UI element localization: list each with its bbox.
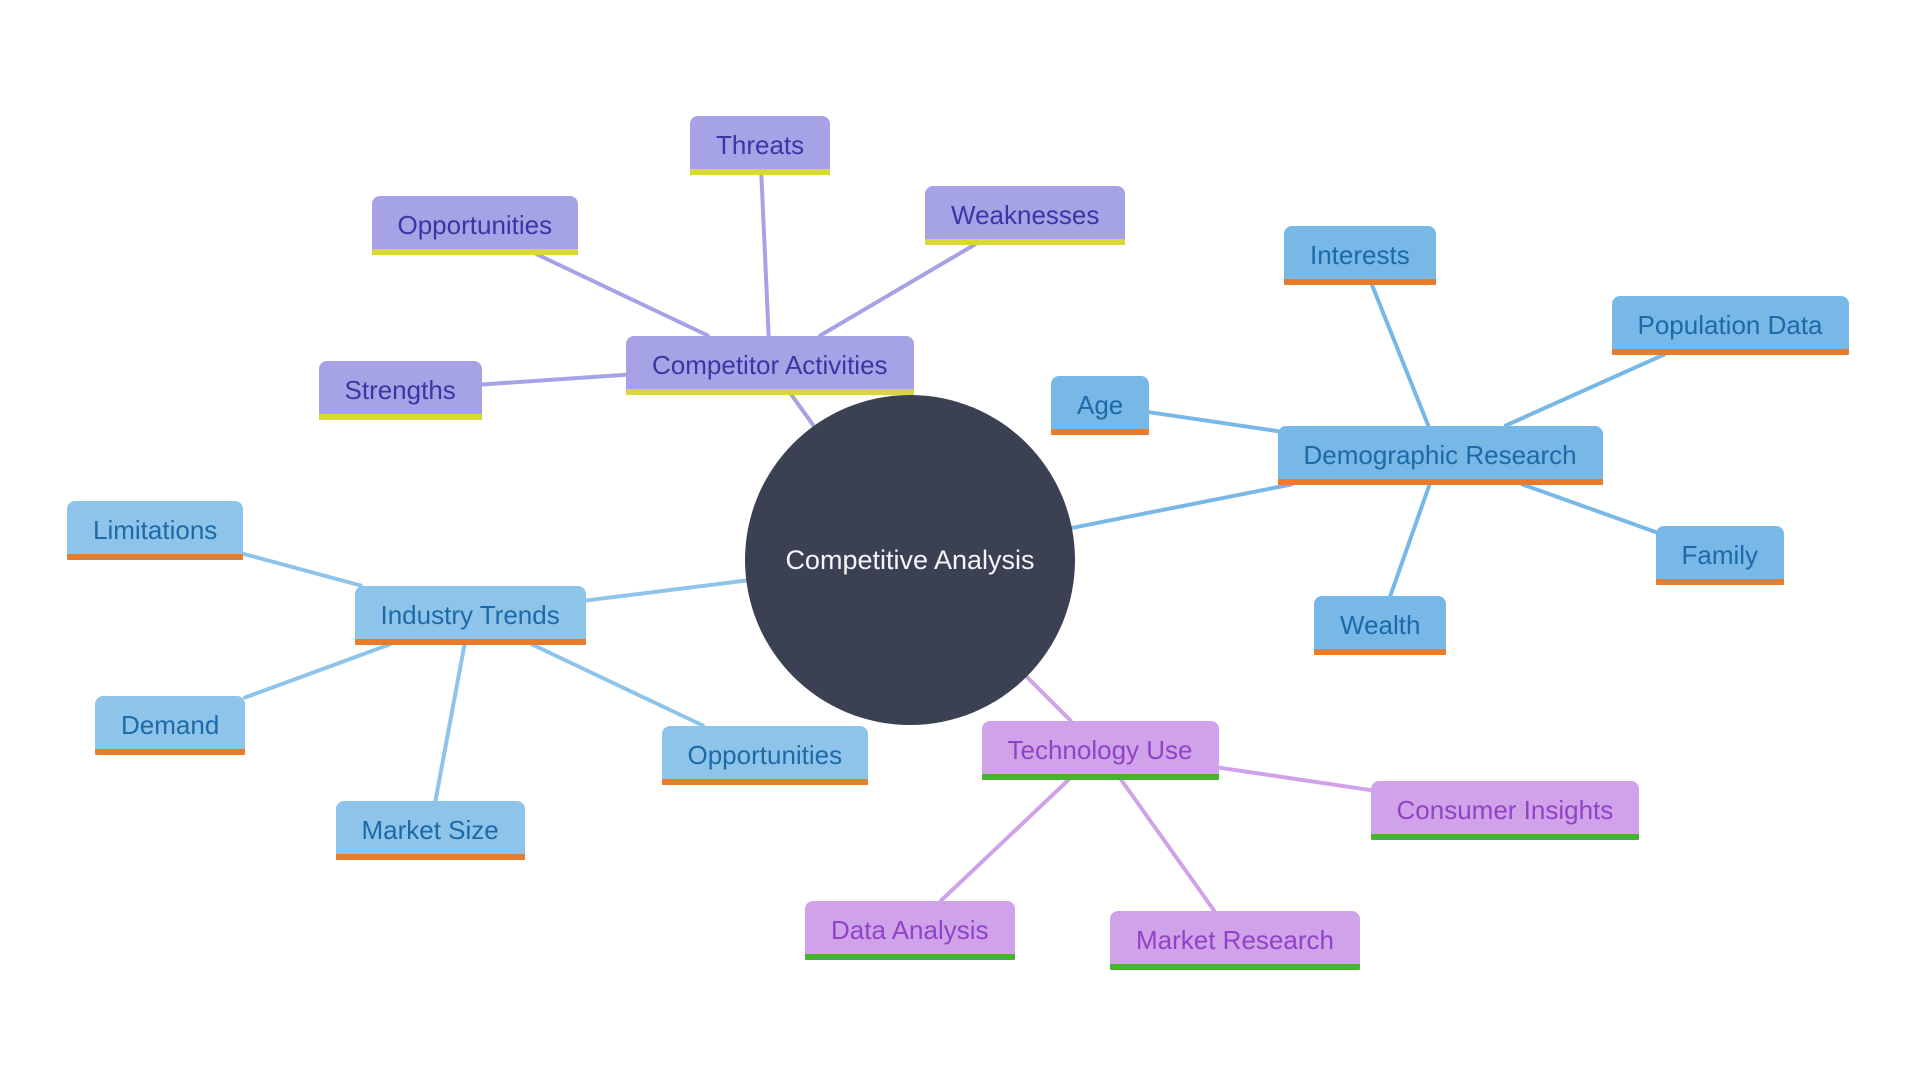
node-underline (982, 774, 1219, 780)
node-label: Family (1682, 540, 1759, 571)
edge-stren-comp (482, 375, 627, 385)
node-label: Age (1077, 390, 1123, 421)
node-msize: Market Size (336, 801, 525, 860)
edge-weak-comp (820, 245, 975, 336)
node-label: Weaknesses (951, 200, 1099, 231)
node-label: Threats (716, 130, 804, 161)
edge-wealth-demo (1390, 485, 1429, 596)
node-underline (925, 239, 1125, 245)
node-label: Demographic Research (1304, 440, 1577, 471)
edge-pop-demo (1506, 355, 1664, 426)
edge-cins-tech (1219, 768, 1371, 791)
edge-inter-demo (1372, 285, 1428, 426)
node-label: Population Data (1638, 310, 1823, 341)
node-wealth: Wealth (1314, 596, 1446, 655)
node-label: Limitations (93, 515, 217, 546)
node-underline (1284, 279, 1436, 285)
edge-mres-tech (1121, 780, 1214, 911)
edge-data-tech (941, 780, 1069, 901)
node-underline (319, 414, 482, 420)
node-weak: Weaknesses (925, 186, 1125, 245)
edge-fam-demo (1523, 485, 1656, 532)
node-label: Market Size (362, 815, 499, 846)
node-label: Opportunities (398, 210, 553, 241)
edge-opps2-ind (532, 645, 703, 726)
node-label: Technology Use (1008, 735, 1193, 766)
node-label: Industry Trends (381, 600, 560, 631)
edge-dem-ind (245, 645, 390, 698)
node-lim: Limitations (67, 501, 243, 560)
node-comp: Competitor Activities (626, 336, 914, 395)
node-dem: Demand (95, 696, 245, 755)
edge-threats-comp (761, 175, 768, 336)
node-mres: Market Research (1110, 911, 1360, 970)
edge-comp-center (791, 395, 814, 426)
node-ind: Industry Trends (355, 586, 586, 645)
node-underline (355, 639, 586, 645)
node-label: Interests (1310, 240, 1410, 271)
node-label: Demand (121, 710, 219, 741)
node-underline (626, 389, 914, 395)
node-inter: Interests (1284, 226, 1436, 285)
node-cins: Consumer Insights (1371, 781, 1640, 840)
node-label: Strengths (345, 375, 456, 406)
node-label: Data Analysis (831, 915, 989, 946)
edge-ind-center (586, 580, 747, 600)
node-age: Age (1051, 376, 1149, 435)
node-underline (1371, 834, 1640, 840)
node-underline (805, 954, 1015, 960)
node-label: Market Research (1136, 925, 1334, 956)
node-underline (1656, 579, 1785, 585)
node-underline (662, 779, 869, 785)
node-opps2: Opportunities (662, 726, 869, 785)
node-fam: Family (1656, 526, 1785, 585)
node-opps1: Opportunities (372, 196, 579, 255)
node-underline (336, 854, 525, 860)
node-underline (1314, 649, 1446, 655)
node-demo: Demographic Research (1278, 426, 1603, 485)
node-label: Wealth (1340, 610, 1420, 641)
node-underline (1051, 429, 1149, 435)
node-underline (1278, 479, 1603, 485)
node-threats: Threats (690, 116, 830, 175)
edge-tech-center (1027, 677, 1071, 721)
node-underline (1612, 349, 1849, 355)
edge-lim-ind (243, 554, 361, 586)
center-node: Competitive Analysis (745, 395, 1075, 725)
node-label: Opportunities (688, 740, 843, 771)
node-pop: Population Data (1612, 296, 1849, 355)
center-label: Competitive Analysis (785, 545, 1034, 576)
edge-demo-center (1072, 485, 1291, 528)
node-label: Competitor Activities (652, 350, 888, 381)
node-underline (95, 749, 245, 755)
node-label: Consumer Insights (1397, 795, 1614, 826)
node-underline (690, 169, 830, 175)
node-data: Data Analysis (805, 901, 1015, 960)
node-underline (372, 249, 579, 255)
node-tech: Technology Use (982, 721, 1219, 780)
node-stren: Strengths (319, 361, 482, 420)
mindmap-canvas: Competitive Analysis Competitor Activitie… (0, 0, 1920, 1080)
node-underline (67, 554, 243, 560)
edge-opps1-comp (537, 255, 708, 336)
edge-msize-ind (435, 645, 464, 801)
node-underline (1110, 964, 1360, 970)
edge-age-demo (1149, 412, 1278, 431)
